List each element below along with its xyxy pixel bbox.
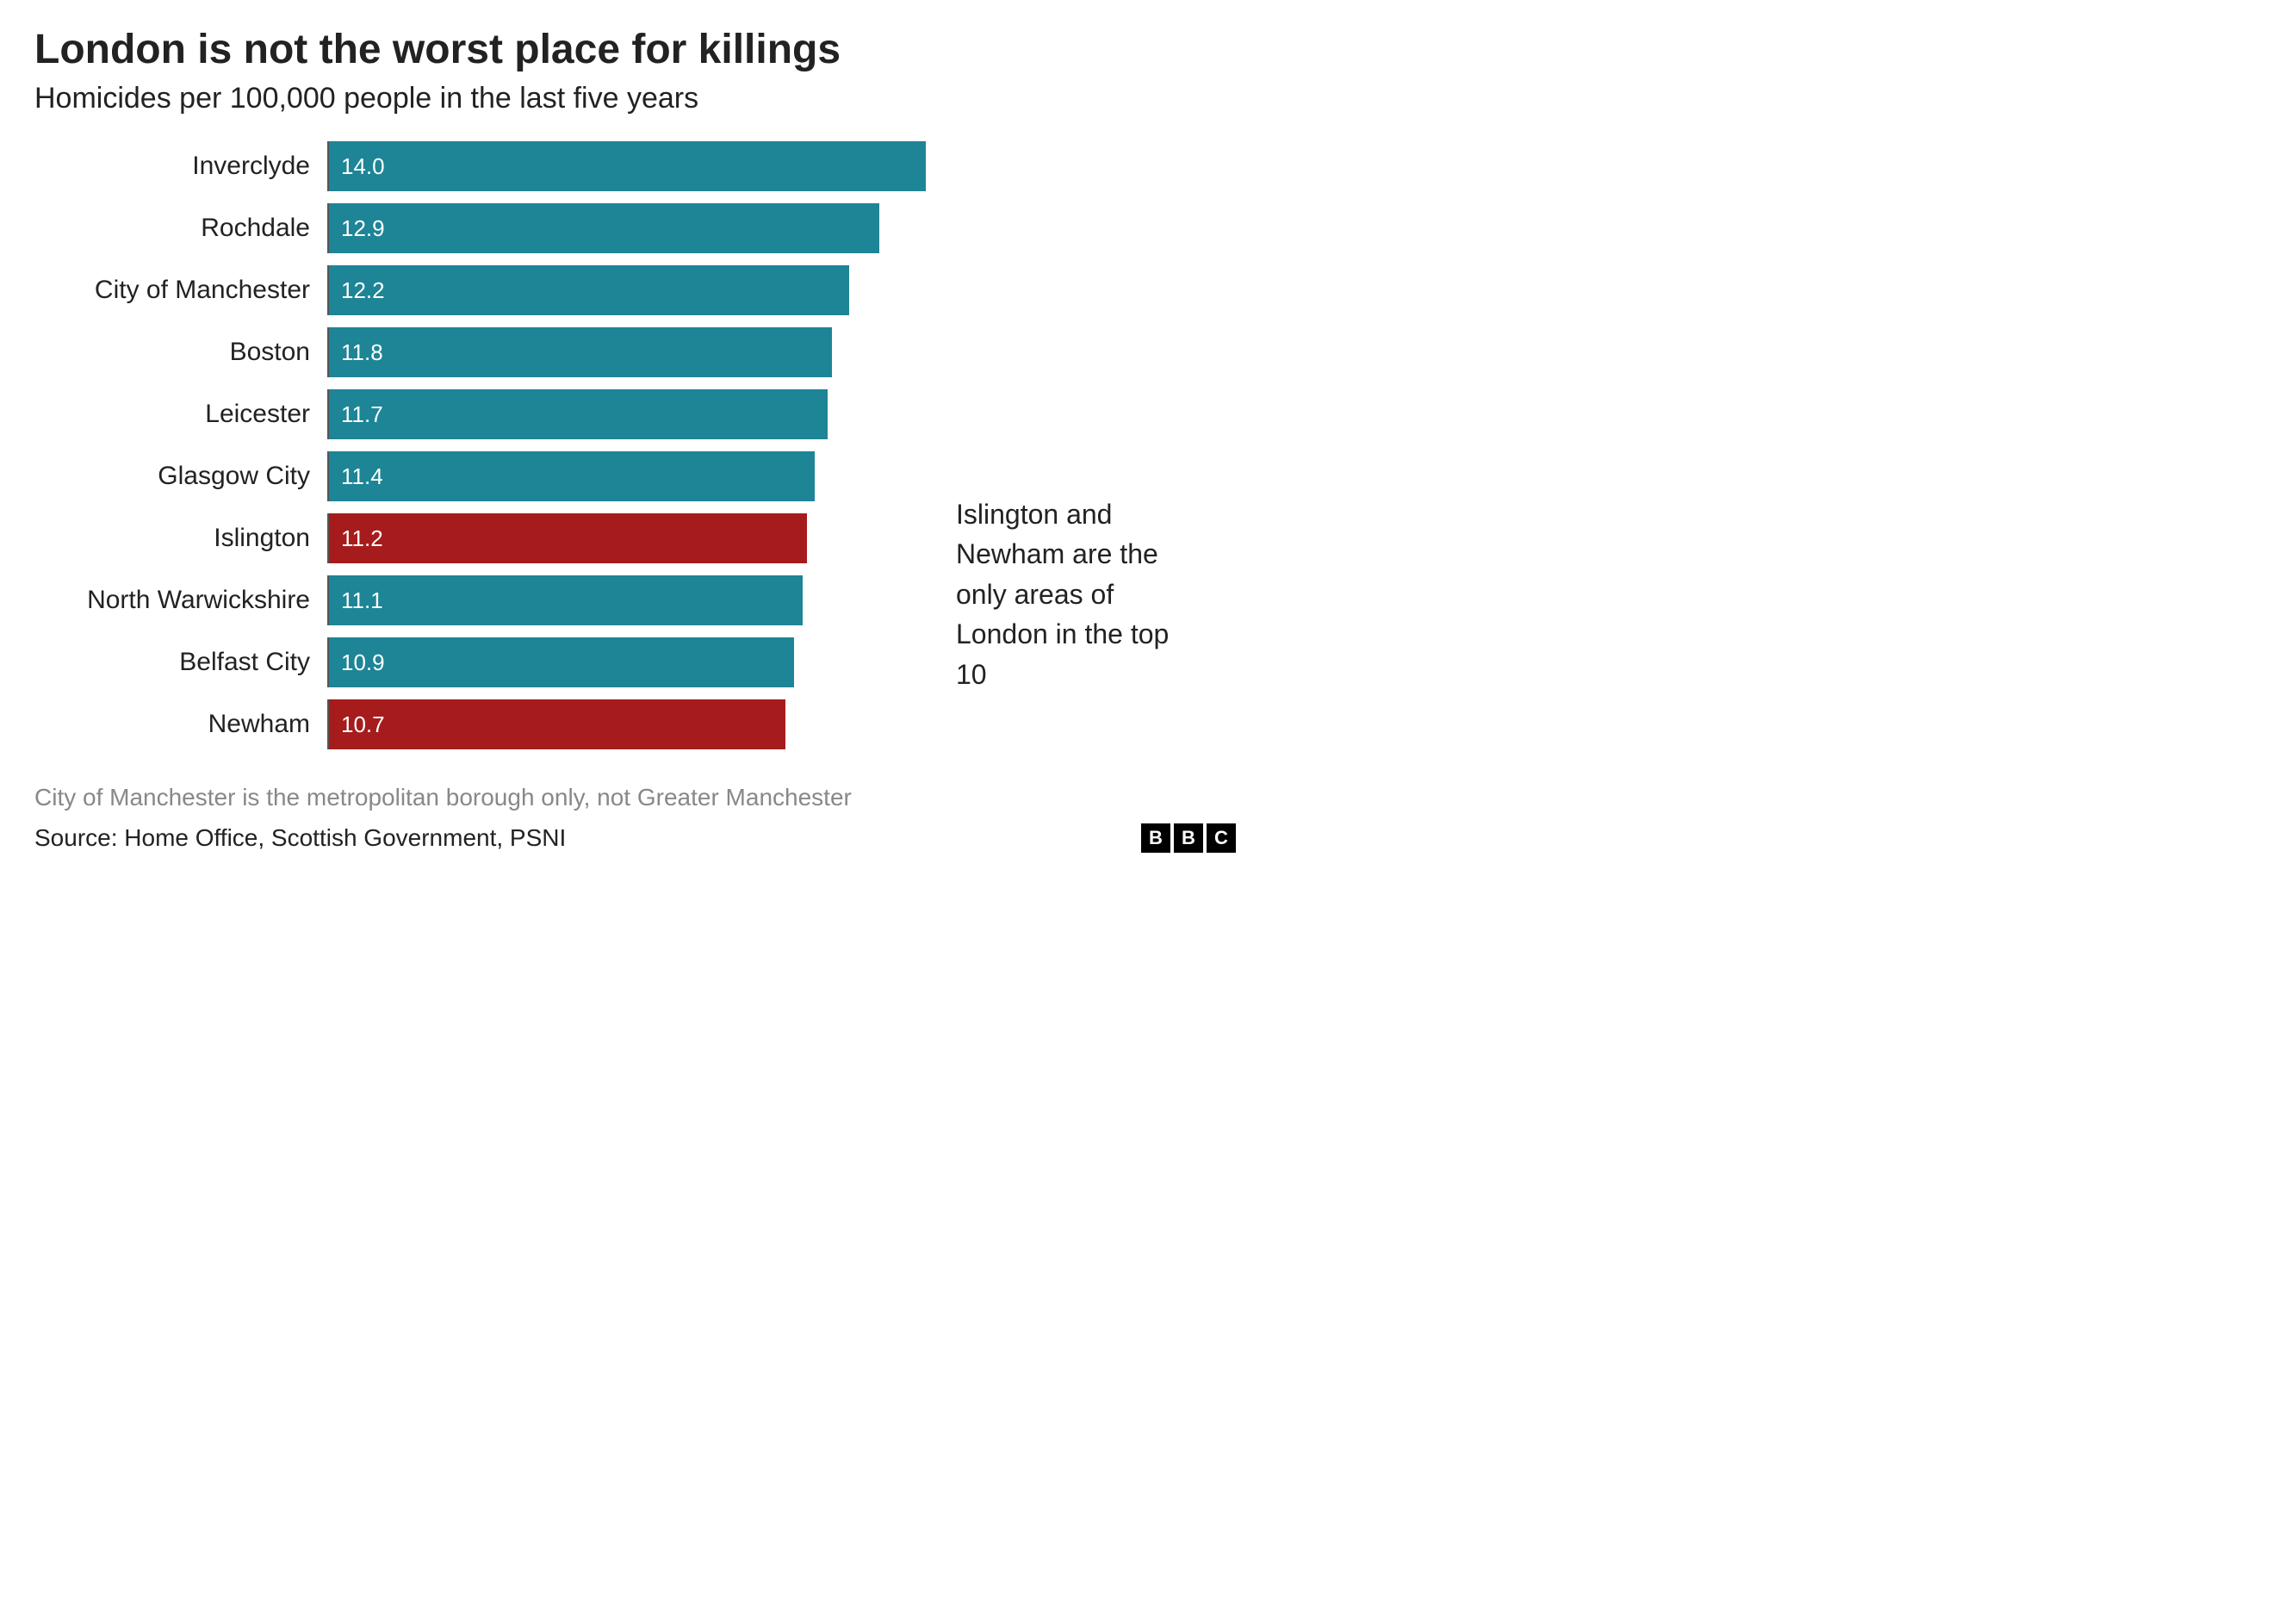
bar-track: 14.0	[327, 141, 947, 191]
bar: 11.1	[329, 575, 803, 625]
category-label: Islington	[34, 513, 327, 563]
bar: 11.4	[329, 451, 815, 501]
bbc-logo-box: B	[1141, 823, 1170, 853]
value-label: 14.0	[341, 153, 385, 180]
bbc-logo-box: B	[1174, 823, 1203, 853]
bar-track: 11.4	[327, 451, 947, 501]
bar-chart: Inverclyde 14.0 Rochdale 12.9 City of Manche…	[34, 141, 947, 761]
chart-source: Source: Home Office, Scottish Government…	[34, 824, 566, 852]
category-label: Rochdale	[34, 203, 327, 253]
bar: 11.8	[329, 327, 832, 377]
bar-row: City of Manchester 12.2	[34, 265, 947, 315]
bar-track: 10.7	[327, 699, 947, 749]
bar-track: 12.2	[327, 265, 947, 315]
chart-title: London is not the worst place for killin…	[34, 26, 1236, 73]
category-label: Leicester	[34, 389, 327, 439]
category-label: Boston	[34, 327, 327, 377]
chart-annotation: Islington and Newham are the only areas …	[956, 494, 1197, 694]
value-label: 11.8	[341, 339, 383, 366]
chart-footnote: City of Manchester is the metropolitan b…	[34, 784, 1236, 811]
bar-track: 11.2	[327, 513, 947, 563]
footer-row: Source: Home Office, Scottish Government…	[34, 823, 1236, 853]
category-label: Belfast City	[34, 637, 327, 687]
bbc-logo-box: C	[1207, 823, 1236, 853]
bar-row: North Warwickshire 11.1	[34, 575, 947, 625]
value-label: 10.7	[341, 711, 385, 738]
bar: 11.7	[329, 389, 828, 439]
bar-row: Islington 11.2	[34, 513, 947, 563]
bar-track: 11.7	[327, 389, 947, 439]
bar: 10.9	[329, 637, 794, 687]
value-label: 12.9	[341, 215, 385, 242]
bar-row: Boston 11.8	[34, 327, 947, 377]
bar-row: Newham 10.7	[34, 699, 947, 749]
bar-track: 11.1	[327, 575, 947, 625]
value-label: 10.9	[341, 649, 385, 676]
bar-highlight: 10.7	[329, 699, 785, 749]
category-label: Inverclyde	[34, 141, 327, 191]
category-label: City of Manchester	[34, 265, 327, 315]
bar-row: Belfast City 10.9	[34, 637, 947, 687]
category-label: Glasgow City	[34, 451, 327, 501]
bar: 14.0	[329, 141, 926, 191]
value-label: 11.7	[341, 401, 383, 428]
bar-track: 10.9	[327, 637, 947, 687]
chart-subtitle: Homicides per 100,000 people in the last…	[34, 82, 1236, 115]
bar-row: Glasgow City 11.4	[34, 451, 947, 501]
category-label: North Warwickshire	[34, 575, 327, 625]
bar-row: Inverclyde 14.0	[34, 141, 947, 191]
value-label: 11.2	[341, 525, 383, 552]
value-label: 11.4	[341, 463, 383, 490]
value-label: 11.1	[341, 587, 383, 614]
value-label: 12.2	[341, 277, 385, 304]
bar: 12.2	[329, 265, 849, 315]
bar-row: Leicester 11.7	[34, 389, 947, 439]
bar-row: Rochdale 12.9	[34, 203, 947, 253]
bar: 12.9	[329, 203, 879, 253]
bar-track: 11.8	[327, 327, 947, 377]
chart-area: Inverclyde 14.0 Rochdale 12.9 City of Manche…	[34, 141, 1236, 761]
category-label: Newham	[34, 699, 327, 749]
bbc-logo: BBC	[1141, 823, 1236, 853]
bar-track: 12.9	[327, 203, 947, 253]
bar-highlight: 11.2	[329, 513, 807, 563]
